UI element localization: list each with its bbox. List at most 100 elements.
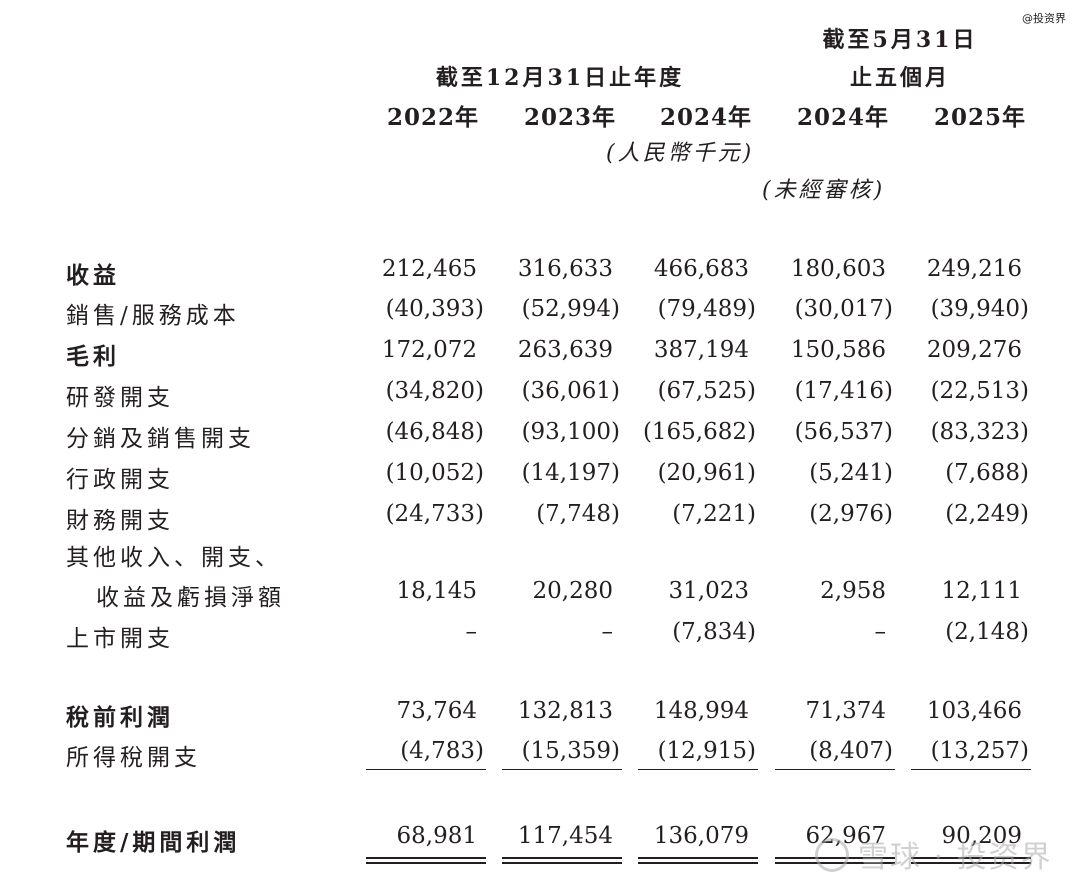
total-double-rule [638, 857, 758, 864]
cell-2025-5m: (22,513) [930, 378, 1029, 404]
cell-2023: (36,061) [521, 378, 620, 404]
cell-2025-5m: (2,249) [945, 501, 1029, 527]
cell-2024: (7,221) [672, 501, 756, 527]
cell-2022: – [465, 619, 478, 645]
year-header-1: 2022年 [386, 104, 479, 131]
row-label: 銷售/服務成本 [66, 303, 240, 329]
period-header-five-months-line2: 止五個月 [849, 65, 950, 91]
cell-2022: (40,393) [385, 296, 484, 322]
row-label: 其他收入、開支、 [66, 545, 282, 571]
cell-2025-5m: 249,216 [926, 256, 1022, 282]
cell-2023: – [601, 619, 614, 645]
table-row-finance-expenses: 財務開支 (24,733) (7,748) (7,221) (2,976) (2… [0, 501, 1080, 541]
cell-2024: 466,683 [653, 256, 749, 282]
cell-2023: 20,280 [532, 578, 613, 604]
year-header-5: 2025年 [933, 104, 1026, 131]
row-label: 收益 [66, 262, 120, 289]
cell-2025-5m: (13,257) [930, 738, 1029, 764]
cell-2024-5m: (5,241) [809, 460, 893, 486]
row-label-continued: 收益及虧損淨額 [96, 585, 285, 611]
subtotal-rule [638, 769, 758, 770]
table-row-revenue: 收益 212,465 316,633 466,683 180,603 249,2… [0, 256, 1080, 296]
cell-2024: (67,525) [657, 378, 756, 404]
subtotal-rule [502, 769, 622, 770]
cell-2023: (14,197) [521, 460, 620, 486]
cell-2025-5m: 209,276 [926, 337, 1022, 363]
watermark-top: @投资界 [1022, 12, 1066, 25]
cell-2022: 18,145 [396, 578, 477, 604]
cell-2022: (46,848) [385, 419, 484, 445]
cell-2024: (79,489) [657, 296, 756, 322]
cell-2024: (12,915) [657, 738, 756, 764]
cell-2022: 172,072 [381, 337, 477, 363]
cell-2023: 117,454 [517, 823, 613, 849]
cell-2024-5m: (2,976) [809, 501, 893, 527]
unaudited-note: (未經審核) [762, 178, 886, 203]
cell-2024-5m: 2,958 [820, 578, 886, 604]
row-label: 行政開支 [66, 467, 174, 493]
year-header-3: 2024年 [659, 104, 752, 131]
cell-2022: (4,783) [400, 738, 484, 764]
cell-2024: (20,961) [657, 460, 756, 486]
cell-2025-5m: 103,466 [926, 698, 1022, 724]
table-row-profit-before-tax: 稅前利潤 73,764 132,813 148,994 71,374 103,4… [0, 698, 1080, 738]
row-label: 上市開支 [66, 626, 174, 652]
table-row-admin-expenses: 行政開支 (10,052) (14,197) (20,961) (5,241) … [0, 460, 1080, 500]
cell-2024-5m: 180,603 [790, 256, 886, 282]
cell-2022: (24,733) [385, 501, 484, 527]
table-row-cost-of-sales: 銷售/服務成本 (40,393) (52,994) (79,489) (30,0… [0, 296, 1080, 336]
cell-2022: (10,052) [385, 460, 484, 486]
cell-2025-5m: 12,111 [941, 578, 1022, 604]
cell-2024-5m: – [874, 619, 887, 645]
row-label: 所得稅開支 [66, 745, 201, 771]
cell-2022: 73,764 [396, 698, 477, 724]
cell-2024-5m: (56,537) [794, 419, 893, 445]
cell-2025-5m: (7,688) [945, 460, 1029, 486]
cell-2022: 212,465 [381, 256, 477, 282]
row-label: 毛利 [66, 343, 120, 370]
cell-2023: 132,813 [517, 698, 613, 724]
cell-2023: 316,633 [517, 256, 613, 282]
unit-note: (人民幣千元) [606, 141, 755, 166]
cell-2024-5m: 150,586 [790, 337, 886, 363]
year-header-2: 2023年 [523, 104, 616, 131]
subtotal-rule [775, 769, 895, 770]
table-row-other-income: 收益及虧損淨額 18,145 20,280 31,023 2,958 12,11… [0, 578, 1080, 618]
table-row-income-tax: 所得稅開支 (4,783) (15,359) (12,915) (8,407) … [0, 738, 1080, 778]
table-row-gross-profit: 毛利 172,072 263,639 387,194 150,586 209,2… [0, 337, 1080, 377]
subtotal-rule [366, 769, 486, 770]
row-label: 研發開支 [66, 385, 174, 411]
cell-2025-5m: (83,323) [930, 419, 1029, 445]
row-label: 年度/期間利潤 [66, 829, 241, 856]
cell-2024: (7,834) [672, 619, 756, 645]
cell-2024-5m: (17,416) [794, 378, 893, 404]
cell-2024: (165,682) [642, 419, 756, 445]
watermark-bottom: 雪球 · 投资界 [858, 840, 1053, 875]
cell-2025-5m: (2,148) [945, 619, 1029, 645]
cell-2023: (93,100) [521, 419, 620, 445]
cell-2024-5m: 71,374 [805, 698, 886, 724]
table-row-rnd-expenses: 研發開支 (34,820) (36,061) (67,525) (17,416)… [0, 378, 1080, 418]
year-header-4: 2024年 [796, 104, 889, 131]
cell-2023: (15,359) [521, 738, 620, 764]
total-double-rule [502, 857, 622, 864]
cell-2023: (52,994) [521, 296, 620, 322]
subtotal-rule [911, 769, 1031, 770]
row-label: 稅前利潤 [66, 704, 174, 731]
cell-2024: 31,023 [668, 578, 749, 604]
table-row-other-income-line1: 其他收入、開支、 [0, 538, 1080, 578]
cell-2024-5m: (8,407) [809, 738, 893, 764]
table-row-listing-expenses: 上市開支 – – (7,834) – (2,148) [0, 619, 1080, 659]
row-label: 分銷及銷售開支 [66, 426, 255, 452]
cell-2024: 136,079 [653, 823, 749, 849]
cell-2022: 68,981 [396, 823, 477, 849]
row-label: 財務開支 [66, 508, 174, 534]
cell-2024: 148,994 [653, 698, 749, 724]
cell-2025-5m: 90,209 [941, 823, 1022, 849]
cell-2023: (7,748) [536, 501, 620, 527]
table-row-selling-expenses: 分銷及銷售開支 (46,848) (93,100) (165,682) (56,… [0, 419, 1080, 459]
cell-2024: 387,194 [653, 337, 749, 363]
cell-2024-5m: (30,017) [794, 296, 893, 322]
total-double-rule [911, 857, 1031, 864]
cell-2022: (34,820) [385, 378, 484, 404]
